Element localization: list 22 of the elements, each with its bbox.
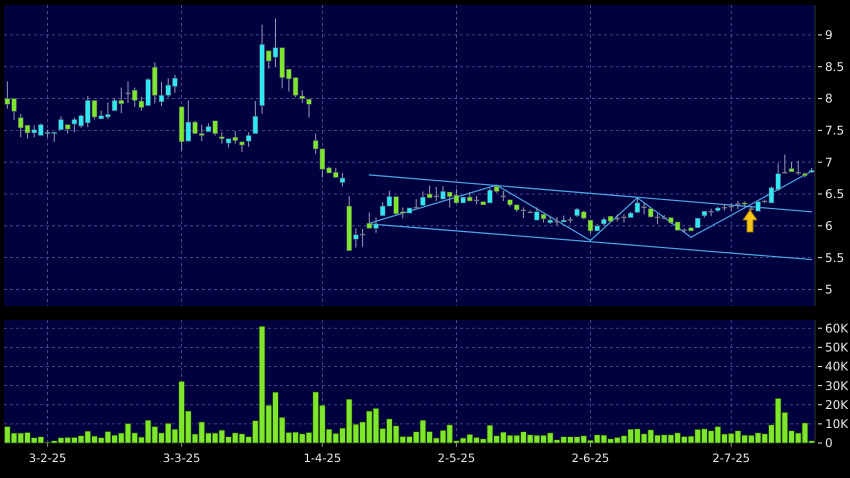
y-tick-label: 7	[825, 155, 833, 170]
y-tick-label: 9	[825, 28, 833, 42]
y-tick-label: 40K	[825, 360, 850, 374]
y-tick-label: 60K	[825, 321, 850, 336]
x-tick-label: 2-6-25	[572, 451, 610, 465]
y-tick-label: 6.5	[825, 187, 844, 202]
x-tick-label: 1-4-25	[304, 451, 342, 465]
y-tick-label: 0	[825, 436, 833, 450]
y-tick-label: 5	[825, 282, 833, 297]
x-tick-label: 2-5-25	[438, 451, 476, 465]
x-tick-label: 2-7-25	[712, 451, 750, 465]
y-tick-label: 5.5	[825, 250, 844, 265]
y-tick-label: 10K	[825, 417, 850, 432]
y-tick-label: 7.5	[825, 124, 844, 138]
y-tick-label: 6	[825, 219, 833, 234]
y-tick-label: 8	[825, 92, 833, 106]
y-tick-label: 8.5	[825, 60, 844, 74]
y-tick-label: 30K	[825, 378, 850, 393]
y-tick-label: 20K	[825, 398, 850, 412]
x-tick-label: 3-3-25	[162, 451, 200, 465]
x-tick-label: 3-2-25	[28, 451, 66, 465]
y-tick-label: 50K	[825, 340, 850, 355]
